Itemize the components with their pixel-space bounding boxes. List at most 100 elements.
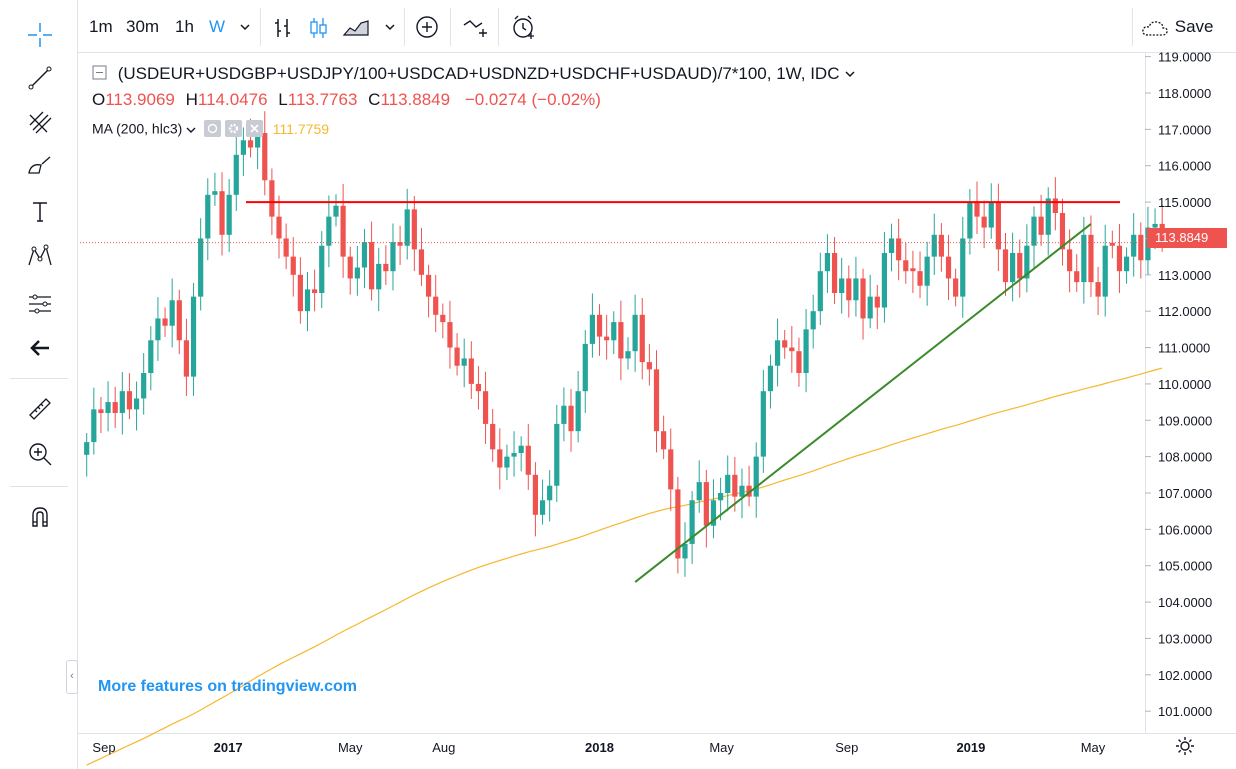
candle-body [903, 260, 909, 272]
candle-style-icon[interactable] [308, 13, 330, 41]
symbol-chevron-icon[interactable] [844, 65, 856, 85]
candle-body [938, 234, 944, 257]
area-style-icon[interactable] [342, 13, 370, 41]
candle-body [547, 485, 553, 501]
candle-body [376, 263, 382, 290]
candle-body [169, 300, 175, 326]
candle-body [760, 391, 766, 457]
ma-remove-icon[interactable] [245, 120, 263, 140]
candle-body [924, 256, 930, 286]
candle-body [1095, 282, 1101, 297]
price-tick-label: 112.0000 [1158, 304, 1211, 319]
candle-body [1081, 234, 1087, 283]
candle-body [133, 398, 140, 410]
style-dropdown-chevron-icon[interactable] [384, 13, 396, 41]
ma-value: 111.7759 [272, 120, 330, 137]
candle-body [717, 493, 724, 501]
bar-style-icon[interactable] [272, 13, 294, 41]
price-tick-label: 109.0000 [1158, 413, 1212, 428]
back-arrow-icon[interactable] [22, 330, 58, 366]
candle-body [326, 216, 332, 246]
price-tick-label: 115.0000 [1158, 195, 1211, 210]
candle-body [461, 358, 467, 366]
candle-body [126, 391, 133, 410]
candle-body [183, 340, 190, 377]
candle-body [960, 238, 966, 297]
candle-body [198, 238, 204, 297]
drawing-layer [80, 201, 1144, 583]
interval-30m[interactable]: 30m [126, 17, 160, 36]
pattern-tool-icon[interactable] [22, 238, 58, 274]
collapse-legend-icon[interactable] [92, 65, 107, 85]
candle-body [703, 482, 709, 526]
collapse-panel-chevron-icon[interactable]: ‹ [66, 660, 78, 694]
candle-body [967, 202, 973, 239]
candle-body [468, 358, 474, 384]
ma-settings-chevron-icon[interactable] [186, 122, 196, 138]
legend-close-value: 113.8849 [380, 90, 451, 109]
candle-body [433, 296, 439, 315]
candle-body [1088, 234, 1094, 283]
save-label: Save [1174, 17, 1214, 36]
candle-body [554, 423, 560, 486]
legend-symbol: (USDEUR+USDGBP+USDJPY/100+USDCAD+USDNZD+… [117, 64, 840, 83]
ma-layer [86, 367, 1163, 766]
candle-body [746, 485, 752, 497]
candle-body [1045, 198, 1051, 235]
add-indicator-icon[interactable] [414, 13, 440, 41]
candle-body [119, 391, 125, 413]
candle-body [1059, 213, 1066, 250]
candle-body [1024, 245, 1030, 279]
compare-symbol-icon[interactable] [462, 13, 490, 41]
ruler-icon[interactable] [22, 391, 58, 427]
moving-average-line [86, 367, 1163, 766]
price-tick-label: 104.0000 [1158, 595, 1212, 610]
legend-l-label: L [278, 90, 288, 109]
candle-body [774, 340, 781, 366]
alert-clock-icon[interactable] [510, 13, 538, 41]
price-tick-label: 101.0000 [1158, 704, 1212, 719]
ma-settings-gear-icon[interactable] [224, 120, 242, 140]
brush-icon[interactable] [22, 148, 58, 184]
trend-line-icon[interactable] [22, 60, 58, 96]
legend-open-value: 113.9069 [105, 90, 175, 109]
magnet-icon[interactable] [22, 499, 58, 535]
candle-body [682, 543, 688, 559]
save-button[interactable]: Save [1140, 12, 1213, 42]
candle-body [333, 205, 339, 217]
prediction-tool-icon[interactable] [22, 286, 58, 322]
candle-body [1123, 256, 1130, 272]
candle-body [212, 191, 218, 195]
interval-1h[interactable]: 1h [175, 17, 194, 36]
price-tick-label: 110.0000 [1158, 377, 1211, 392]
crosshair-icon[interactable] [22, 17, 58, 53]
legend-c-label: C [368, 90, 381, 109]
tradingview-watermark-link[interactable]: More features on tradingview.com [98, 678, 358, 695]
legend-change-value: −0.0274 (−0.02%) [464, 90, 601, 109]
text-tool-icon[interactable] [22, 194, 58, 230]
price-tick-label: 102.0000 [1158, 668, 1212, 683]
ma-visibility-icon[interactable] [204, 120, 222, 140]
fib-tool-icon[interactable] [22, 104, 58, 140]
price-axis-border [1145, 53, 1146, 733]
candle-body [1002, 249, 1009, 283]
toolbar-divider [260, 8, 261, 46]
candle-body [696, 482, 702, 501]
last-price-label: 113.8849 [1147, 228, 1227, 248]
candle-body [511, 453, 517, 457]
candle-body [739, 485, 745, 497]
candle-body [1131, 234, 1137, 257]
chart-settings-gear-icon[interactable] [1170, 734, 1200, 758]
time-tick-label: 2017 [214, 740, 243, 755]
candle-body [860, 278, 866, 319]
candle-body [689, 500, 695, 544]
candle-body [397, 242, 403, 246]
interval-1m[interactable]: 1m [89, 17, 113, 36]
interval-dropdown-chevron-icon[interactable] [239, 13, 251, 41]
cloud-icon [1142, 20, 1168, 36]
interval-w[interactable]: W [209, 17, 226, 36]
zoom-in-icon[interactable] [22, 436, 58, 472]
candle-body [846, 278, 852, 301]
candle-body [1138, 234, 1144, 261]
